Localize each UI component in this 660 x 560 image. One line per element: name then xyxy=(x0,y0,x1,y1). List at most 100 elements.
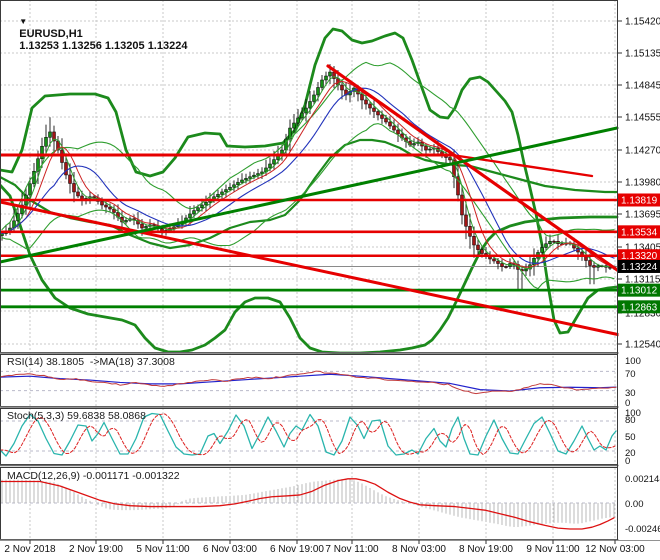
bear-candle xyxy=(504,266,508,268)
bear-candle xyxy=(552,240,556,243)
rsi-scale-70: 70 xyxy=(625,369,636,380)
bull-candle xyxy=(596,265,600,268)
symbol-dropdown-icon[interactable]: ▼ xyxy=(19,17,28,26)
price-label-1.14845: 1.14845 xyxy=(625,81,660,92)
stoch-scale-0: 0 xyxy=(625,456,630,467)
bear-candle xyxy=(100,201,104,206)
price-axis: 1.15420 1.15135 1.14845 1.14555 1.14270 1.139… xyxy=(618,0,660,540)
bear-candle xyxy=(64,162,68,176)
price-label-1.12830: 1.12830 xyxy=(625,309,660,320)
bull-candle xyxy=(412,143,416,146)
time-label: 8 Nov 19:00 xyxy=(459,544,513,555)
bear-candle xyxy=(424,145,428,151)
bull-candle xyxy=(16,213,20,222)
bull-candle xyxy=(236,182,240,186)
bull-candle xyxy=(36,158,40,172)
time-label: 8 Nov 03:00 xyxy=(392,544,446,555)
price-label-1.13405: 1.13405 xyxy=(625,243,660,254)
rsi-scale-100: 100 xyxy=(625,356,641,367)
bull-candle xyxy=(228,186,232,190)
bear-candle xyxy=(500,263,504,267)
bull-candle xyxy=(252,174,256,178)
main-chart-surface[interactable] xyxy=(0,0,617,352)
stoch-scale-100: 100 xyxy=(625,408,641,419)
rsi-scale-0: 0 xyxy=(625,398,630,409)
price-label-1.12540: 1.12540 xyxy=(625,340,660,351)
bear-candle xyxy=(112,208,116,213)
svg-text:1.13819: 1.13819 xyxy=(621,195,658,206)
bull-candle xyxy=(204,201,208,206)
bull-candle xyxy=(220,191,224,195)
bull-candle xyxy=(524,268,528,272)
svg-text:1.13224: 1.13224 xyxy=(621,262,658,273)
time-label: 2 Nov 2018 xyxy=(4,544,56,555)
svg-text:1.13012: 1.13012 xyxy=(621,286,658,297)
bear-candle xyxy=(472,236,476,246)
bull-candle xyxy=(40,145,44,160)
bear-candle xyxy=(376,111,380,116)
price-badge-1.13534 xyxy=(618,225,660,239)
bear-candle xyxy=(76,191,80,197)
price-badge-1.13819 xyxy=(618,193,660,207)
bull-candle xyxy=(48,131,52,138)
bull-candle xyxy=(216,194,220,198)
bull-candle xyxy=(304,107,308,114)
bull-candle xyxy=(20,204,24,214)
bull-candle xyxy=(548,240,552,245)
bull-candle xyxy=(296,117,300,124)
bull-candle xyxy=(196,207,200,211)
panel-frames xyxy=(0,0,660,541)
grid xyxy=(0,0,617,540)
price-label-1.13115: 1.13115 xyxy=(625,275,660,286)
bull-candle xyxy=(44,137,48,147)
bull-candle xyxy=(292,122,296,129)
bull-candle xyxy=(124,220,128,223)
bear-candle xyxy=(476,244,480,250)
bull-candle xyxy=(316,87,320,96)
bear-candle xyxy=(380,114,384,119)
stoch-scale-80: 80 xyxy=(625,415,636,426)
svg-text:1.13534: 1.13534 xyxy=(621,227,658,238)
macd-scale-0.002148: 0.002148 xyxy=(625,474,660,485)
bear-candle xyxy=(480,249,484,254)
bull-candle xyxy=(544,243,548,248)
price-badge-1.13320 xyxy=(618,249,660,263)
bear-candle xyxy=(140,223,144,229)
price-label-1.15420: 1.15420 xyxy=(625,17,660,28)
trendline-ascending-support xyxy=(0,126,619,264)
bull-candle xyxy=(320,79,324,88)
bear-candle xyxy=(368,103,372,109)
time-label: 5 Nov 11:00 xyxy=(136,544,190,555)
time-label: 7 Nov 11:00 xyxy=(325,544,379,555)
bull-candle xyxy=(224,189,228,193)
macd-panel-surface[interactable] xyxy=(0,467,617,539)
time-label: 12 Nov 03:00 xyxy=(585,544,645,555)
price-axis-surface[interactable] xyxy=(617,0,660,540)
bull-candle xyxy=(300,112,304,119)
bear-candle xyxy=(372,107,376,112)
bear-candle xyxy=(396,129,400,135)
svg-text:1.12863: 1.12863 xyxy=(621,302,658,313)
stoch-scale: 10080 50 200 xyxy=(625,408,641,467)
price-badge-1.13224 xyxy=(618,259,660,273)
bull-candle xyxy=(28,183,32,196)
bear-candle xyxy=(52,131,56,142)
bear-candle xyxy=(68,174,72,184)
bear-candle xyxy=(364,99,368,105)
time-label: 2 Nov 19:00 xyxy=(69,544,123,555)
bull-candle xyxy=(428,148,432,151)
bear-candle xyxy=(384,118,388,123)
price-label-1.13980: 1.13980 xyxy=(625,178,660,189)
stoch-panel-surface[interactable] xyxy=(0,408,617,464)
price-label-1.15135: 1.15135 xyxy=(625,49,660,60)
time-axis-surface[interactable] xyxy=(0,540,660,560)
bear-candle xyxy=(464,214,468,227)
analysis-lines xyxy=(0,64,622,337)
bear-candle xyxy=(104,204,108,208)
bear-candle xyxy=(492,258,496,262)
bear-candle xyxy=(72,183,76,193)
bull-candle xyxy=(240,179,244,183)
time-label: 6 Nov 19:00 xyxy=(270,544,324,555)
rsi-panel-surface[interactable] xyxy=(0,354,617,406)
